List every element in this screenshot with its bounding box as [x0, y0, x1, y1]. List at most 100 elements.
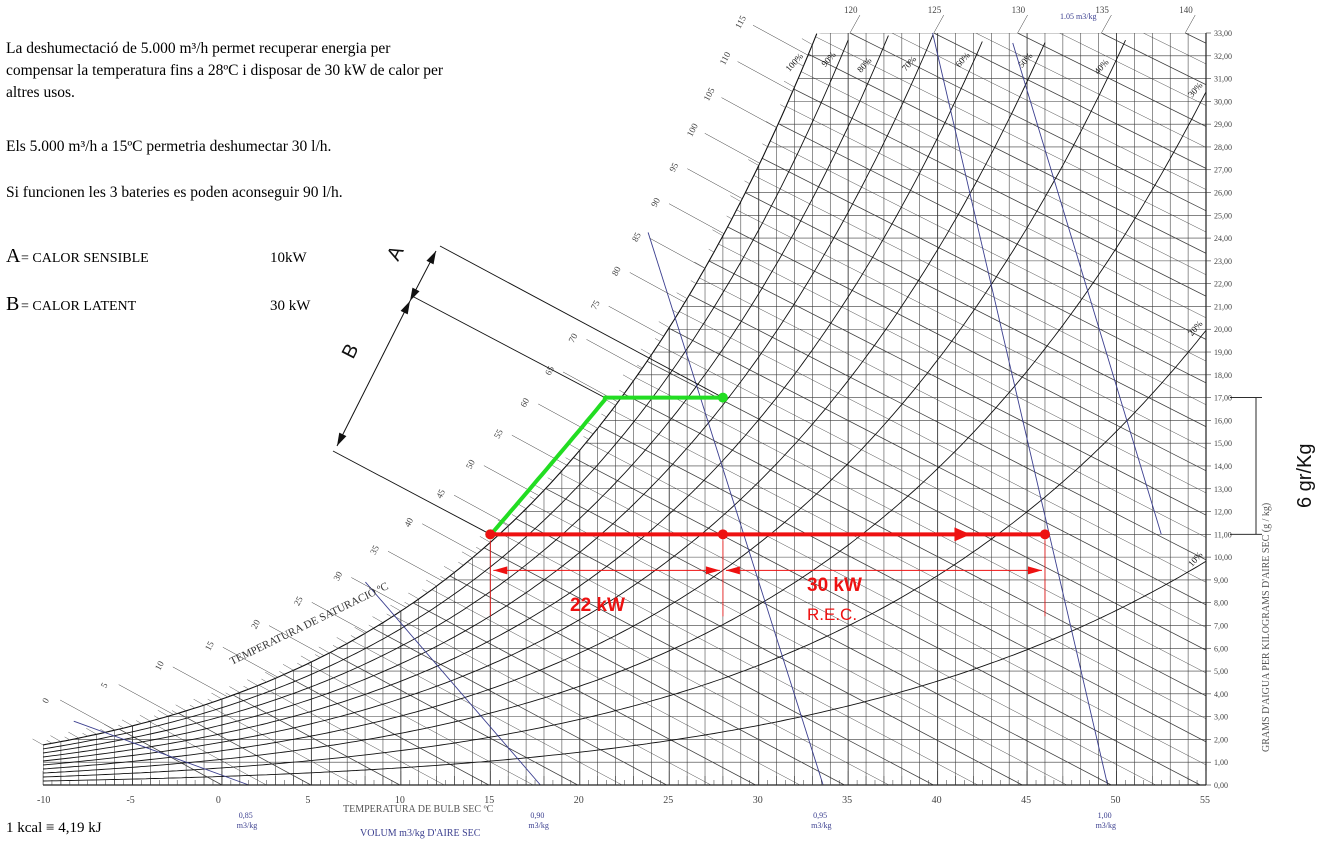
enthalpy-scale-tick — [704, 133, 760, 164]
enthalpy-scale-label: 0 — [40, 696, 51, 705]
enthalpy-scale-tick — [268, 625, 325, 656]
rh-curve — [42, 560, 1207, 782]
legend-b-value: 30 kW — [270, 298, 311, 314]
saturation-scale-tick — [690, 280, 697, 284]
enthalpy-scale-label: 110 — [718, 50, 733, 67]
saturation-scale-tick — [565, 457, 571, 461]
saturation-scale-tick — [798, 62, 804, 67]
saturation-scale-tick — [279, 671, 285, 675]
enthalpy-scale-tick — [118, 684, 174, 715]
y-tick-label: 33,00 — [1214, 29, 1232, 38]
enthalpy-scale-tick — [752, 24, 809, 56]
enthalpy-line — [556, 33, 1206, 785]
y-tick-label: 29,00 — [1214, 120, 1232, 129]
enthalpy-line — [43, 33, 623, 785]
saturation-scale-tick — [332, 645, 339, 649]
red-process-point — [717, 529, 728, 540]
y-tick-label: 1,00 — [1214, 758, 1228, 767]
saturation-scale-tick — [261, 678, 267, 683]
enthalpy-scale-label: 115 — [733, 13, 748, 30]
y-tick-label: 20,00 — [1214, 325, 1232, 334]
y-axis-label: GRAMS D'AIGUA PER KILOGRAMS D'AIRE SEC (… — [1261, 503, 1272, 752]
y-tick-label: 8,00 — [1214, 599, 1228, 608]
y-tick-label: 13,00 — [1214, 485, 1232, 494]
enthalpy-scale-label: 50 — [464, 457, 477, 470]
x-tick-label: -10 — [37, 795, 50, 806]
enthalpy-line — [1059, 33, 1206, 785]
saturation-scale-tick — [404, 601, 410, 606]
volume-line-label: 0,90 — [530, 811, 544, 820]
saturation-scale-tick — [171, 710, 178, 714]
saturation-scale-tick — [386, 613, 393, 618]
dimension-arrowhead — [400, 301, 410, 315]
enthalpy-line — [807, 33, 1206, 785]
y-tick-label: 15,00 — [1214, 439, 1232, 448]
saturation-scale-tick — [569, 443, 580, 451]
saturation-scale-tick — [748, 159, 759, 166]
saturation-scale-tick — [225, 692, 231, 697]
rh-label: 40% — [1092, 57, 1111, 76]
enthalpy-scale-label: 10 — [153, 659, 166, 672]
saturation-scale-tick — [780, 104, 786, 108]
enthalpy-scale-label: 130 — [1012, 5, 1026, 15]
enthalpy-line — [388, 33, 1206, 785]
legend-b-label: = CALOR LATENT — [21, 299, 137, 314]
saturation-scale-tick — [318, 646, 330, 654]
enthalpy-line — [682, 33, 1206, 785]
x-tick-label: 50 — [1111, 795, 1121, 806]
enthalpy-scale-tick — [311, 602, 367, 633]
enthalpy-scale-label: 25 — [292, 594, 305, 607]
dimension-arrowhead — [426, 251, 436, 265]
enthalpy-scale-label: 140 — [1179, 5, 1193, 15]
enthalpy-scale-label: 105 — [701, 85, 716, 102]
saturation-scale-tick — [601, 413, 607, 418]
saturation-scale-tick — [551, 464, 563, 472]
x-axis-label: TEMPERATURA DE BULB SEC ºC — [343, 804, 494, 815]
top-volume-label: 1.05 m3/kg — [1060, 12, 1096, 21]
red-process-arrow — [954, 527, 971, 542]
saturation-scale-tick — [64, 736, 70, 741]
dimension-annotations — [332, 245, 1262, 535]
x-tick-label: 45 — [1021, 795, 1031, 806]
dimension-extension-line — [411, 295, 606, 399]
y-tick-label: 22,00 — [1214, 280, 1232, 289]
volume-line-unit: m3/kg — [1096, 821, 1116, 830]
conversion-note: 1 kcal ≡ 4,19 kJ — [6, 820, 102, 836]
y-tick-label: 32,00 — [1214, 52, 1232, 61]
x-tick-label: 5 — [305, 795, 310, 806]
enthalpy-scale-tick — [849, 14, 861, 34]
rh-curve — [42, 40, 1126, 770]
saturation-scale-tick — [121, 719, 133, 727]
enthalpy-scale-tick — [586, 339, 642, 370]
x-tick-label: 30 — [753, 795, 763, 806]
saturation-scale-tick — [68, 731, 79, 739]
dimension-b-line — [336, 300, 411, 447]
y-tick-label: 3,00 — [1214, 713, 1228, 722]
saturation-scale-tick — [461, 551, 473, 559]
enthalpy-scale-tick — [687, 168, 743, 199]
dimension-a-label: A — [383, 242, 409, 264]
saturation-scale-tick — [676, 292, 688, 299]
note-line-4: Els 5.000 m³/h a 15ºC permetria deshumec… — [6, 138, 331, 155]
x-tick-label: 15 — [484, 795, 494, 806]
saturation-scale-tick — [726, 215, 732, 220]
enthalpy-scale-label: 30 — [331, 569, 344, 582]
saturation-scale-tick — [426, 579, 437, 587]
saturation-scale-tick — [282, 664, 294, 671]
red-dimension-arrow — [725, 566, 740, 575]
enthalpy-scale-tick — [629, 272, 685, 303]
saturation-scale-tick — [100, 729, 106, 733]
enthalpy-scale-tick — [511, 434, 567, 466]
enthalpy-scale-tick — [737, 61, 793, 92]
enthalpy-scale-label: 70 — [566, 331, 579, 344]
enthalpy-scale-label: 100 — [685, 121, 700, 138]
saturation-scale-tick — [712, 229, 724, 236]
rh-curve — [42, 330, 1207, 778]
dimension-extension-line — [332, 450, 491, 535]
saturation-scale-tick — [207, 698, 214, 703]
volume-line — [932, 32, 1109, 786]
y-tick-label: 28,00 — [1214, 143, 1232, 152]
saturation-scale-tick — [139, 714, 151, 722]
